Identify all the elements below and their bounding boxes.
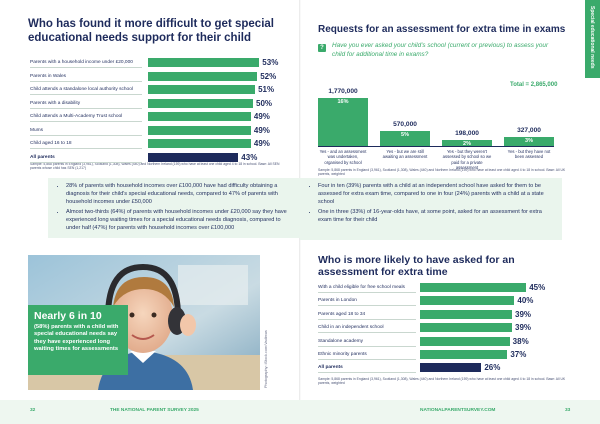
row-label: Mums [30, 126, 142, 136]
bar [148, 125, 251, 135]
value-label: 40% [517, 296, 534, 306]
value-label: 49% [253, 139, 270, 148]
page-number: 33 [565, 408, 571, 413]
count-label: 327,000 [517, 127, 541, 134]
bar [148, 139, 251, 148]
bar [148, 152, 239, 162]
value-label: 26% [484, 363, 501, 373]
value-label: 51% [258, 85, 275, 94]
column [380, 131, 430, 146]
footer-text: NATIONALPARENTSURVEY.COM [420, 408, 496, 413]
footer: 32 THE NATIONAL PARENT SURVEY 2025 NATIO… [0, 400, 600, 424]
column-label: Yes - but we are still awaiting an asses… [382, 149, 428, 160]
bar [420, 363, 482, 373]
value-label: 39% [515, 323, 532, 333]
bullet-list: 28% of parents with household incomes ov… [52, 183, 292, 233]
count-label: 1,770,000 [328, 88, 358, 95]
chart-title: Requests for an assessment for extra tim… [318, 24, 566, 35]
value-label: 49% [253, 112, 270, 121]
bar [148, 112, 251, 121]
value-label: 3% [525, 138, 533, 144]
count-label: 198,000 [455, 130, 479, 137]
bar [420, 309, 513, 319]
bar [148, 58, 260, 67]
row-label: With a child eligible for free school me… [318, 283, 416, 293]
chart-title: Who is more likely to have asked for an … [318, 254, 515, 279]
chart-source: Sample: 5,868 parents in England (3,961)… [30, 162, 280, 171]
value-label: 53% [262, 58, 279, 67]
bar [420, 350, 508, 359]
value-label: 49% [253, 125, 270, 135]
bullet: Almost two-thirds (64%) of parents with … [66, 209, 292, 232]
bar [420, 283, 527, 292]
chart-source: Sample: 5,868 parents in England (3,961)… [318, 377, 566, 386]
bullet: One in three (33%) of 16-year-olds have,… [318, 209, 554, 225]
footer-text: THE NATIONAL PARENT SURVEY 2025 [110, 408, 199, 413]
row-label: All parents [30, 153, 142, 163]
row-label: Parents with a disability [30, 99, 142, 109]
row-label: Child attends a Multi-Academy Trust scho… [30, 112, 142, 122]
column-label: Yes - and an assessment was undertaken, … [319, 149, 367, 165]
callout-headline: Nearly 6 in 10 [34, 310, 102, 322]
bullet: 28% of parents with household incomes ov… [66, 183, 292, 206]
question: Have you ever asked your child's school … [332, 42, 549, 58]
left-bullet-box: 28% of parents with household incomes ov… [48, 178, 300, 238]
question-icon: ? [318, 44, 326, 52]
column-label: Yes - but they weren't assessed by schoo… [442, 149, 492, 171]
column [318, 98, 368, 146]
value-label: 16% [337, 99, 349, 105]
row-label: Parents in Wales [30, 72, 142, 82]
row-label: Child aged 16 to 18 [30, 139, 142, 149]
bullet-list: Four in ten (39%) parents with a child a… [304, 183, 554, 225]
bar [420, 323, 513, 333]
callout: Nearly 6 in 10 (58%) parents with a chil… [28, 305, 128, 375]
bar [148, 71, 258, 81]
side-tab: Special educational needs [585, 0, 600, 78]
value-label: 50% [256, 98, 273, 108]
bar [420, 336, 510, 346]
row-label: Child attends a standalone local authori… [30, 85, 142, 95]
side-tab-text: Special educational needs [589, 6, 595, 69]
row-label: Child in an independent school [318, 323, 416, 334]
chart-title: Who has found it more difficult to get s… [28, 18, 274, 44]
column [442, 140, 492, 146]
row-label: Parents aged 18 to 34 [318, 310, 416, 320]
callout-text: (58%) parents with a child with special … [34, 323, 119, 353]
row-label: Parents in London [318, 296, 416, 307]
row-label: All parents [318, 363, 416, 374]
photo-credit: Photography: iStock.com/Vadimus [264, 330, 268, 388]
row-label: Standalone academy [318, 337, 416, 347]
row-label: Parents with a household income under £2… [30, 58, 142, 68]
row-label: Ethnic minority parents [318, 350, 416, 360]
value-label: 45% [529, 283, 546, 292]
total-label: Total = 2,865,000 [510, 82, 558, 88]
bullet: Four in ten (39%) parents with a child a… [318, 183, 554, 206]
bar [420, 296, 515, 306]
column-label: Yes - but they have not been assessed [507, 149, 551, 160]
value-label: 5% [401, 132, 409, 138]
value-label: 52% [260, 71, 277, 81]
value-label: 43% [241, 152, 258, 162]
value-label: 37% [510, 350, 527, 359]
chart-source: Sample: 5,868 parents in England (3,961)… [318, 168, 566, 177]
bar [148, 85, 256, 94]
right-bullet-box: Four in ten (39%) parents with a child a… [300, 178, 562, 240]
count-label: 570,000 [393, 121, 417, 128]
bar [148, 98, 253, 108]
page-number: 32 [30, 408, 36, 413]
baseline [318, 146, 554, 147]
value-label: 38% [512, 336, 529, 346]
column [504, 137, 554, 146]
value-label: 39% [515, 309, 532, 319]
value-label: 2% [463, 141, 471, 147]
